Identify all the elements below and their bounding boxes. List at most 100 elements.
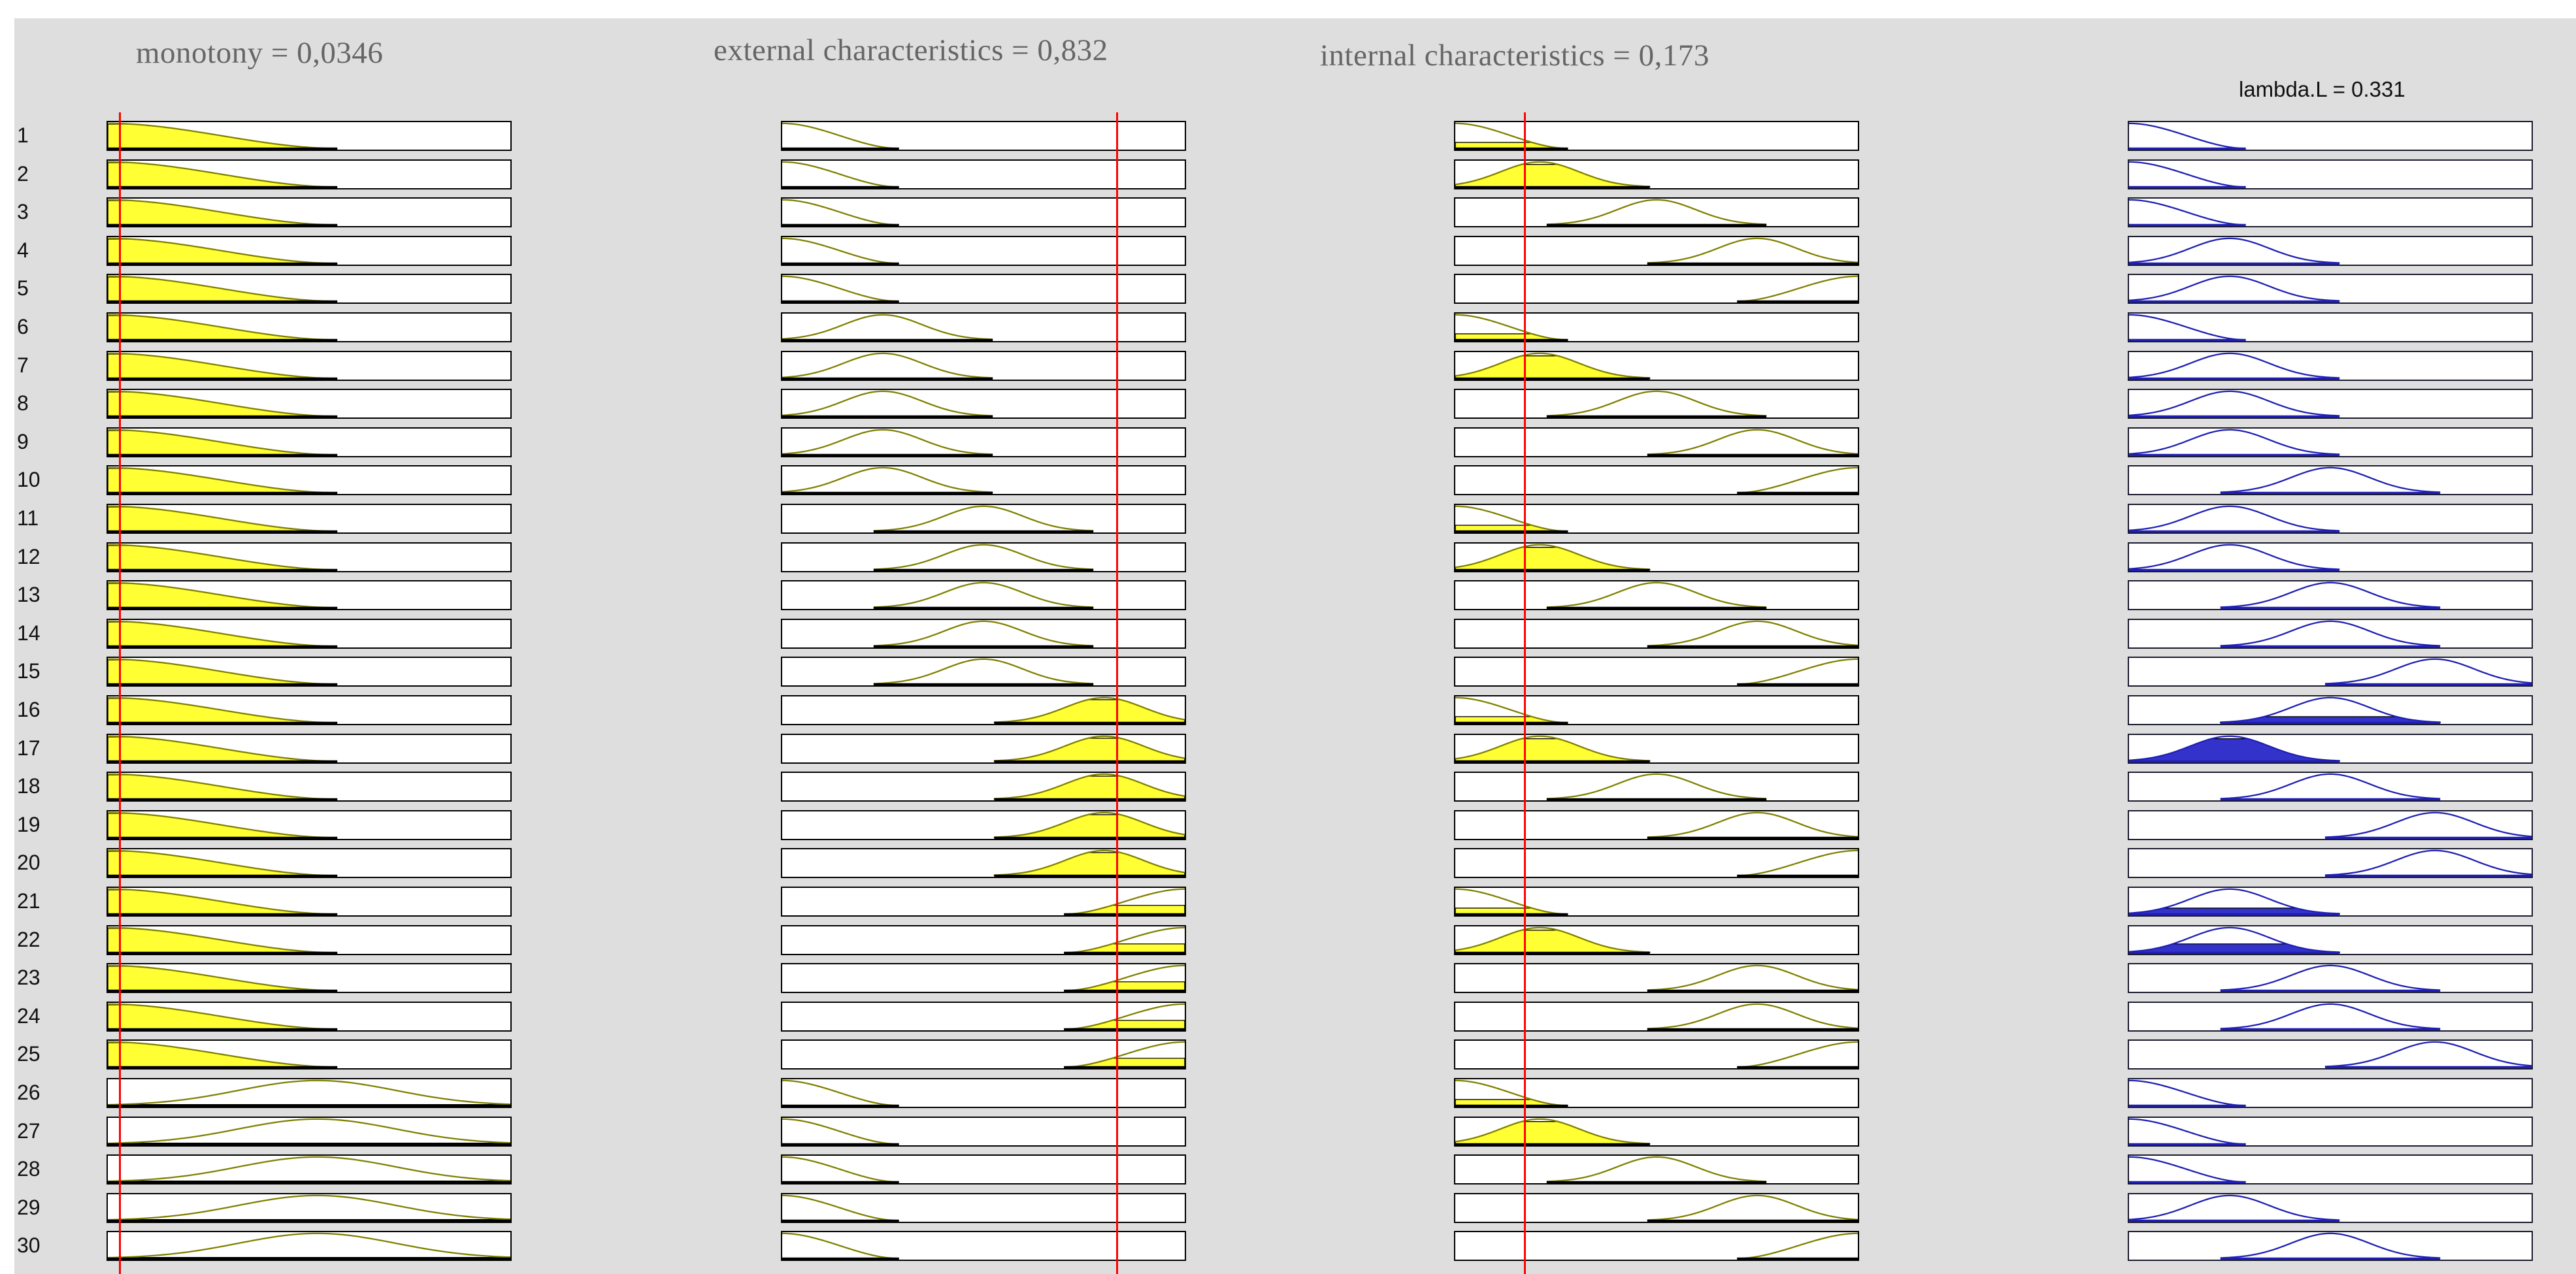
input-mf-cell[interactable] bbox=[781, 1116, 1186, 1147]
output-mf-cell[interactable] bbox=[2128, 465, 2533, 496]
input-mf-cell[interactable] bbox=[781, 924, 1186, 955]
input-mf-cell[interactable] bbox=[1454, 1001, 1859, 1032]
input-mf-cell[interactable] bbox=[1454, 657, 1859, 687]
input-mf-cell[interactable] bbox=[781, 657, 1186, 687]
input-mf-cell[interactable] bbox=[1454, 121, 1859, 151]
output-mf-cell[interactable] bbox=[2128, 427, 2533, 457]
input-mf-cell[interactable] bbox=[107, 963, 512, 994]
output-mf-cell[interactable] bbox=[2128, 963, 2533, 994]
rule-number[interactable]: 11 bbox=[17, 506, 39, 530]
input-mf-cell[interactable] bbox=[107, 1154, 512, 1185]
input-mf-cell[interactable] bbox=[781, 235, 1186, 266]
rule-number[interactable]: 1 bbox=[17, 123, 29, 147]
input-mf-cell[interactable] bbox=[1454, 235, 1859, 266]
output-mf-cell[interactable] bbox=[2128, 542, 2533, 572]
output-mf-cell[interactable] bbox=[2128, 274, 2533, 304]
input-mf-cell[interactable] bbox=[107, 389, 512, 419]
output-mf-cell[interactable] bbox=[2128, 580, 2533, 611]
input-mf-cell[interactable] bbox=[1454, 350, 1859, 381]
input-mf-cell[interactable] bbox=[781, 197, 1186, 228]
input-mf-cell[interactable] bbox=[1454, 159, 1859, 189]
input-mf-cell[interactable] bbox=[107, 848, 512, 879]
input-mf-cell[interactable] bbox=[781, 465, 1186, 496]
input-mf-cell[interactable] bbox=[781, 121, 1186, 151]
input-mf-cell[interactable] bbox=[1454, 542, 1859, 572]
output-mf-cell[interactable] bbox=[2128, 1116, 2533, 1147]
input-mf-cell[interactable] bbox=[1454, 695, 1859, 725]
output-mf-cell[interactable] bbox=[2128, 1231, 2533, 1262]
rule-number[interactable]: 19 bbox=[17, 812, 41, 836]
input-mf-cell[interactable] bbox=[107, 809, 512, 840]
input-cursor-monotony[interactable] bbox=[119, 112, 121, 1274]
input-mf-cell[interactable] bbox=[107, 1001, 512, 1032]
input-mf-cell[interactable] bbox=[107, 159, 512, 189]
input-mf-cell[interactable] bbox=[107, 695, 512, 725]
rule-number[interactable]: 28 bbox=[17, 1157, 41, 1181]
rule-number[interactable]: 23 bbox=[17, 966, 41, 990]
input-mf-cell[interactable] bbox=[1454, 772, 1859, 802]
rule-number[interactable]: 17 bbox=[17, 736, 41, 760]
rule-number[interactable]: 26 bbox=[17, 1081, 41, 1104]
output-mf-cell[interactable] bbox=[2128, 350, 2533, 381]
output-mf-cell[interactable] bbox=[2128, 618, 2533, 649]
rule-number[interactable]: 6 bbox=[17, 315, 29, 338]
rule-number[interactable]: 3 bbox=[17, 200, 29, 224]
rule-number[interactable]: 18 bbox=[17, 774, 41, 798]
input-mf-cell[interactable] bbox=[1454, 1231, 1859, 1262]
input-mf-cell[interactable] bbox=[1454, 1116, 1859, 1147]
input-mf-cell[interactable] bbox=[107, 1078, 512, 1108]
input-mf-cell[interactable] bbox=[107, 580, 512, 611]
input-mf-cell[interactable] bbox=[107, 274, 512, 304]
output-mf-cell[interactable] bbox=[2128, 159, 2533, 189]
input-mf-cell[interactable] bbox=[781, 312, 1186, 342]
rule-number[interactable]: 12 bbox=[17, 544, 41, 568]
output-mf-cell[interactable] bbox=[2128, 235, 2533, 266]
output-mf-cell[interactable] bbox=[2128, 695, 2533, 725]
output-mf-cell[interactable] bbox=[2128, 312, 2533, 342]
input-mf-cell[interactable] bbox=[107, 887, 512, 917]
input-mf-cell[interactable] bbox=[1454, 465, 1859, 496]
input-mf-cell[interactable] bbox=[107, 1116, 512, 1147]
rule-number[interactable]: 30 bbox=[17, 1233, 41, 1258]
output-mf-cell[interactable] bbox=[2128, 197, 2533, 228]
input-mf-cell[interactable] bbox=[107, 657, 512, 687]
input-mf-cell[interactable] bbox=[107, 235, 512, 266]
input-mf-cell[interactable] bbox=[107, 121, 512, 151]
rule-number[interactable]: 2 bbox=[17, 161, 29, 186]
output-mf-cell[interactable] bbox=[2128, 389, 2533, 419]
input-mf-cell[interactable] bbox=[781, 1039, 1186, 1070]
input-mf-cell[interactable] bbox=[781, 1001, 1186, 1032]
input-mf-cell[interactable] bbox=[107, 542, 512, 572]
input-mf-cell[interactable] bbox=[781, 427, 1186, 457]
rule-number[interactable]: 4 bbox=[17, 238, 29, 262]
input-mf-cell[interactable] bbox=[1454, 733, 1859, 764]
input-mf-cell[interactable] bbox=[781, 887, 1186, 917]
input-cursor-internal-characteristics[interactable] bbox=[1524, 112, 1526, 1274]
input-mf-cell[interactable] bbox=[781, 580, 1186, 611]
input-mf-cell[interactable] bbox=[1454, 1192, 1859, 1223]
rule-number[interactable]: 24 bbox=[17, 1004, 41, 1028]
input-mf-cell[interactable] bbox=[1454, 1039, 1859, 1070]
input-mf-cell[interactable] bbox=[781, 733, 1186, 764]
input-mf-cell[interactable] bbox=[107, 504, 512, 534]
input-mf-cell[interactable] bbox=[781, 695, 1186, 725]
input-mf-cell[interactable] bbox=[781, 1154, 1186, 1185]
input-mf-cell[interactable] bbox=[1454, 389, 1859, 419]
rule-number[interactable]: 27 bbox=[17, 1119, 41, 1143]
input-mf-cell[interactable] bbox=[781, 848, 1186, 879]
output-mf-cell[interactable] bbox=[2128, 733, 2533, 764]
output-mf-cell[interactable] bbox=[2128, 1078, 2533, 1108]
input-mf-cell[interactable] bbox=[1454, 197, 1859, 228]
input-mf-cell[interactable] bbox=[107, 618, 512, 649]
output-mf-cell[interactable] bbox=[2128, 809, 2533, 840]
input-mf-cell[interactable] bbox=[1454, 1154, 1859, 1185]
input-mf-cell[interactable] bbox=[781, 1192, 1186, 1223]
input-mf-cell[interactable] bbox=[781, 618, 1186, 649]
input-mf-cell[interactable] bbox=[107, 1231, 512, 1262]
input-mf-cell[interactable] bbox=[1454, 312, 1859, 342]
input-mf-cell[interactable] bbox=[781, 504, 1186, 534]
rule-number[interactable]: 20 bbox=[17, 851, 41, 875]
rule-number[interactable]: 21 bbox=[17, 889, 41, 913]
output-mf-cell[interactable] bbox=[2128, 657, 2533, 687]
rule-number[interactable]: 22 bbox=[17, 927, 41, 951]
